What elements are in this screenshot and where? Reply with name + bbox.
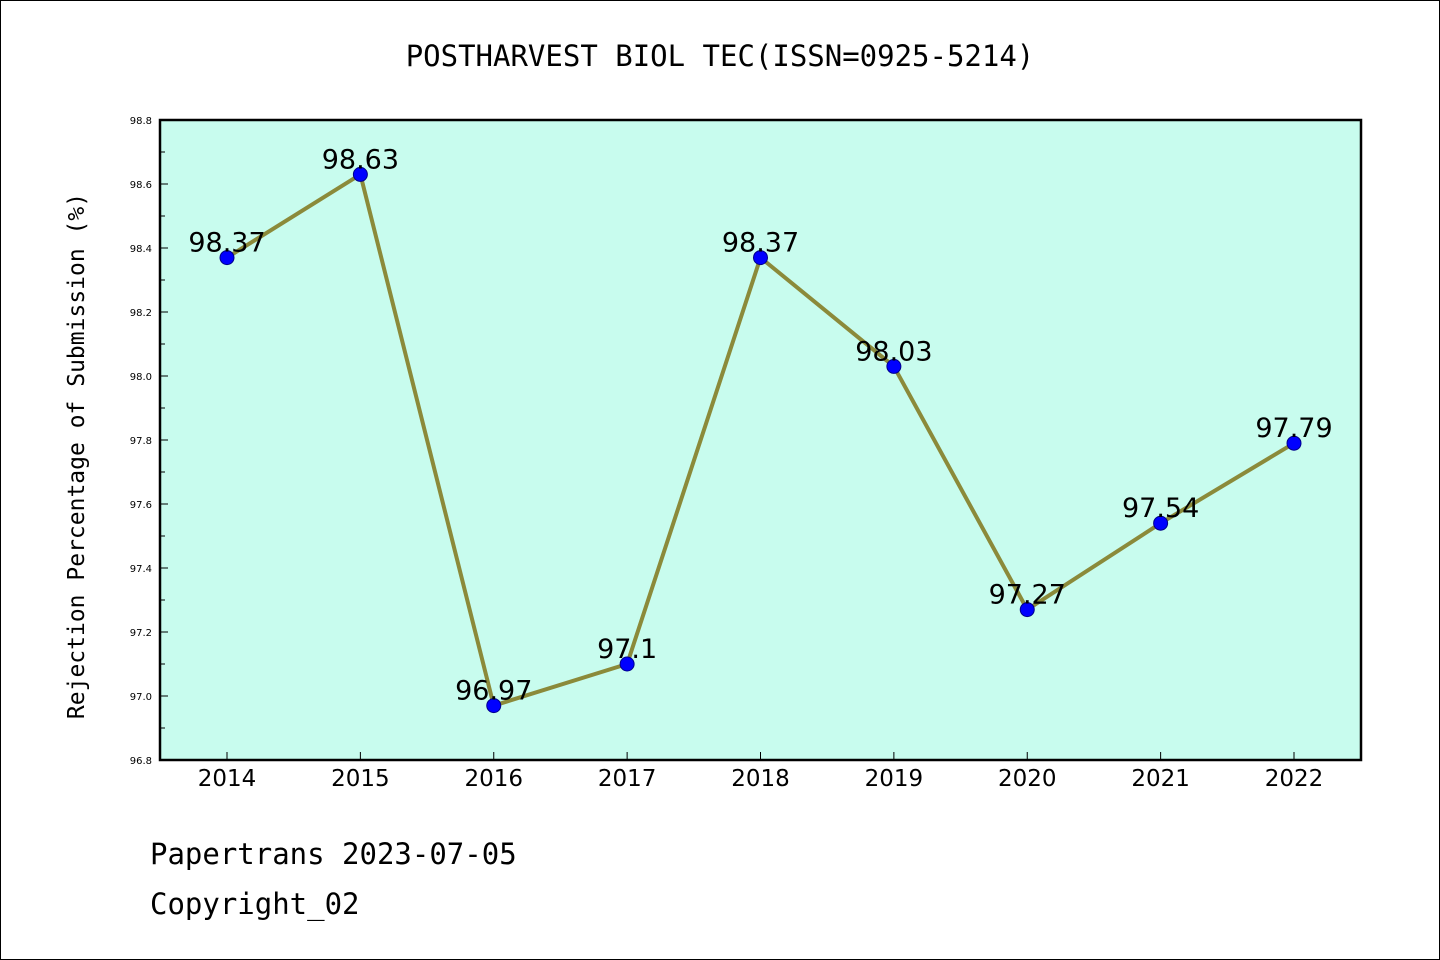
x-tick-label: 2016 — [464, 766, 523, 792]
y-tick-label: 97.6 — [130, 500, 152, 511]
data-label: 98.03 — [855, 336, 932, 367]
y-tick-label: 97.8 — [130, 436, 152, 447]
series-markers — [219, 166, 1302, 714]
y-tick-label: 96.8 — [130, 756, 152, 767]
footer-date: Papertrans 2023-07-05 — [150, 837, 517, 871]
y-axis: 96.8 97.0 97.2 97.4 97.6 97.8 98.0 98.2 98.4 98.6… — [130, 116, 168, 767]
x-axis: 2014 2015 2016 2017 2018 2019 2020 2021 2022 — [198, 752, 1324, 792]
y-tick-label: 97.0 — [130, 692, 152, 703]
y-tick-label: 98.4 — [130, 244, 152, 255]
data-label: 98.37 — [188, 228, 265, 259]
data-label: 97.79 — [1255, 413, 1332, 444]
plot-area — [158, 118, 1363, 762]
data-point — [486, 698, 502, 714]
chart-title: POSTHARVEST BIOL TEC(ISSN=0925-5214) — [406, 39, 1035, 73]
data-point — [352, 166, 368, 182]
y-tick-label: 97.4 — [130, 564, 152, 575]
data-label: 97.1 — [597, 634, 657, 665]
x-tick-label: 2020 — [998, 766, 1057, 792]
x-tick-label: 2022 — [1265, 766, 1324, 792]
data-label: 98.37 — [722, 228, 799, 259]
data-point — [886, 358, 902, 374]
y-tick-label: 98.6 — [130, 180, 152, 191]
x-tick-label: 2021 — [1131, 766, 1190, 792]
y-tick-label: 98.0 — [130, 372, 152, 383]
data-point — [1286, 435, 1302, 451]
data-label: 97.54 — [1122, 493, 1199, 524]
y-axis-label: Rejection Percentage of Submission (%) — [64, 193, 90, 719]
data-label: 96.97 — [455, 676, 532, 707]
y-tick-label: 98.2 — [130, 308, 152, 319]
data-point — [753, 250, 768, 266]
data-point — [1019, 602, 1035, 618]
data-point — [219, 250, 235, 266]
x-tick-label: 2019 — [865, 766, 924, 792]
x-tick-label: 2015 — [331, 766, 390, 792]
data-point — [1153, 515, 1169, 531]
x-tick-label: 2014 — [198, 766, 257, 792]
x-tick-label: 2018 — [731, 766, 790, 792]
y-tick-label: 97.2 — [130, 628, 152, 639]
y-tick-label: 98.8 — [130, 116, 152, 127]
data-labels: 98.37 98.63 96.97 97.1 98.37 98.03 97.27 97.54 9… — [188, 144, 1332, 706]
data-point — [619, 656, 635, 672]
footer-copyright: Copyright_02 — [150, 887, 360, 922]
data-label: 98.63 — [322, 144, 399, 175]
data-label: 97.27 — [989, 580, 1066, 611]
x-tick-label: 2017 — [598, 766, 657, 792]
